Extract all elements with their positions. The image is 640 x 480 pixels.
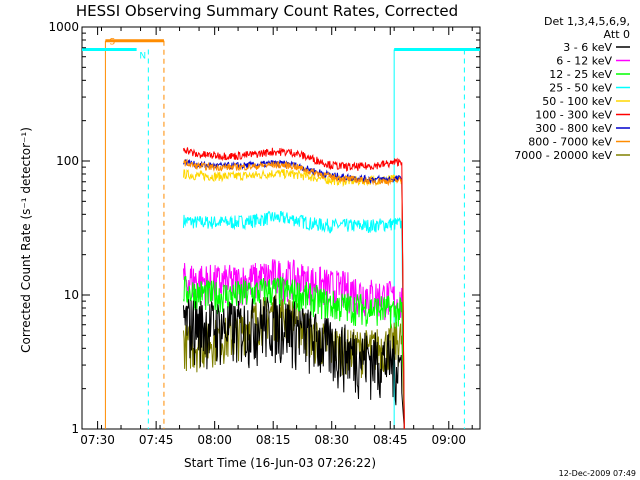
y-tick-label: 100 (56, 154, 79, 168)
y-axis-label: Corrected Count Rate (s⁻¹ detector⁻¹) (19, 127, 33, 353)
legend-entry-label: 25 - 50 keV (549, 82, 612, 95)
series-line-12-25-keV (183, 275, 405, 430)
y-tick-label: 1 (71, 422, 79, 436)
plot-area: S N 1 10 100 1000 07:30 07:45 08:00 08:15 08:30 08:… (48, 20, 481, 447)
legend-entry-label: 3 - 6 keV (563, 41, 612, 54)
x-axis-label: Start Time (16-Jun-03 07:26:22) (184, 456, 376, 470)
legend-entry-label: 300 - 800 keV (535, 122, 612, 135)
legend-entry-label: 800 - 7000 keV (528, 136, 612, 149)
x-tick-label: 09:00 (431, 433, 466, 447)
legend-entry-label: 12 - 25 keV (549, 68, 612, 81)
saa-label: S (109, 38, 115, 48)
x-tick-label: 07:45 (139, 433, 174, 447)
legend-entry-label: 6 - 12 keV (556, 55, 612, 68)
saa-markers: S (104, 38, 165, 429)
x-tick-label: 08:45 (373, 433, 408, 447)
x-tick-label: 08:15 (256, 433, 291, 447)
night-label: N (139, 51, 146, 61)
timestamp: 12-Dec-2009 07:49 (559, 469, 636, 478)
plot-frame (81, 26, 481, 430)
legend-entry-label: 50 - 100 keV (542, 95, 612, 108)
night-markers: N (82, 47, 480, 429)
series-line-800-7000-keV (183, 158, 405, 430)
legend-entry-label: 100 - 300 keV (535, 109, 612, 122)
x-tick-label: 08:30 (314, 433, 349, 447)
legend-entry-label: 7000 - 20000 keV (514, 149, 612, 162)
legend-header-line2: Att 0 (604, 28, 630, 41)
series-line-3-6-keV (183, 294, 405, 430)
legend-header-line1: Det 1,3,4,5,6,9, (544, 15, 630, 28)
y-tick-label: 1000 (48, 20, 79, 34)
chart-title: HESSI Observing Summary Count Rates, Cor… (76, 2, 458, 20)
x-tick-label: 07:30 (80, 433, 115, 447)
series-line-6-12-keV (183, 259, 405, 430)
series-line-25-50-keV (183, 210, 405, 430)
x-tick-label: 08:00 (197, 433, 232, 447)
series-line-100-300-keV (183, 147, 405, 430)
y-tick-label: 10 (64, 288, 79, 302)
